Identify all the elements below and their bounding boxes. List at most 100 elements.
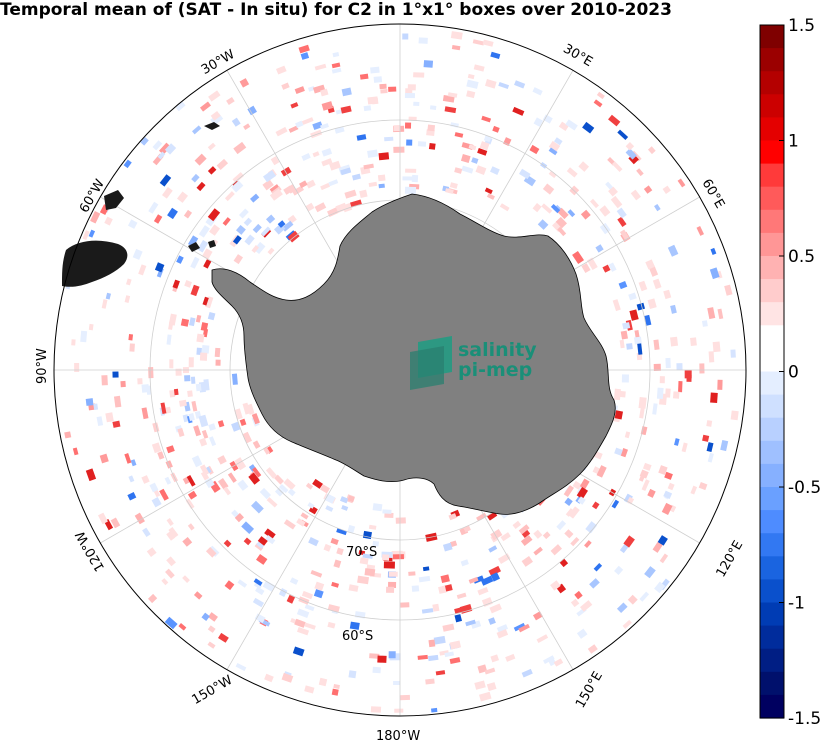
anomaly-box [599,205,611,217]
anomaly-box [201,345,210,354]
anomaly-box [568,506,580,519]
anomaly-box [176,255,184,264]
anomaly-box [141,475,150,484]
anomaly-box [449,540,458,548]
anomaly-box [532,87,543,96]
anomaly-box [321,101,334,111]
anomaly-box [590,198,599,209]
anomaly-box [405,168,417,173]
anomaly-box [277,220,286,228]
anomaly-box [292,646,305,657]
anomaly-box [617,216,627,227]
anomaly-box [239,78,250,88]
anomaly-box [589,578,600,589]
anomaly-box [120,380,126,388]
anomaly-box [710,392,718,403]
anomaly-box [413,72,425,78]
anomaly-box [477,147,488,156]
anomaly-box [483,135,492,143]
colorbar-segment [760,25,784,49]
anomaly-box [639,406,645,419]
latitude-labels: 70°S 60°S [342,545,377,644]
anomaly-box [627,594,638,605]
anomaly-box [393,146,405,153]
anomaly-box [253,241,266,255]
anomaly-box [475,165,487,175]
anomaly-box [347,495,355,503]
anomaly-box [157,451,165,460]
anomaly-box [214,347,221,358]
anomaly-box [197,239,209,253]
anomaly-box [702,434,710,442]
anomaly-box [625,142,635,151]
anomaly-box [105,412,114,423]
anomaly-box [456,592,467,600]
anomaly-box [372,540,380,547]
anomaly-box [72,447,79,456]
anomaly-box [402,176,413,181]
anomaly-box [532,203,542,213]
anomaly-box [473,64,485,72]
anomaly-box [580,209,591,220]
anomaly-box [215,359,221,366]
anomaly-box [617,129,629,140]
anomaly-box [209,224,221,236]
anomaly-box [659,553,669,564]
anomaly-box [88,229,96,238]
anomaly-box [341,505,349,511]
anomaly-box [93,403,99,410]
anomaly-box [505,653,516,662]
anomaly-box [529,144,540,155]
anomaly-box [572,480,582,490]
anomaly-box [148,367,154,379]
anomaly-box [488,565,502,577]
anomaly-box [208,423,216,431]
colorbar-segment [760,302,784,326]
anomaly-box [200,322,209,332]
anomaly-box [480,575,494,586]
anomaly-box [254,613,266,624]
anomaly-box [312,151,320,158]
anomaly-box [514,80,526,89]
anomaly-box [690,337,697,347]
anomaly-box [191,173,200,183]
anomaly-box [243,217,253,227]
colorbar-segment [760,348,784,373]
anomaly-box [201,429,209,439]
anomaly-box [564,497,573,506]
anomaly-box [395,517,406,524]
anomaly-box [388,86,397,92]
anomaly-box [444,106,457,114]
anomaly-box [489,603,502,614]
anomaly-box [657,535,668,546]
anomaly-box [498,82,510,90]
anomaly-box [207,641,216,649]
colorbar-ticks: 1.5 1 0.5 0 -0.5 -1 -1.5 [779,16,821,729]
anomaly-box [720,440,729,452]
anomaly-box [490,572,500,582]
anomaly-box [565,119,578,131]
anomaly-box [578,161,590,172]
anomaly-box [256,539,266,549]
anomaly-box [496,629,509,639]
anomaly-box [331,581,339,588]
anomaly-box [112,371,119,378]
anomaly-box [182,414,190,423]
anomaly-box [286,594,296,604]
anomaly-box [333,683,340,690]
anomaly-box [413,101,420,106]
anomaly-box [344,189,357,199]
colorbar-segment [760,256,784,280]
anomaly-box [563,485,574,498]
anomaly-box [490,529,503,541]
colorbar-segment [760,602,784,627]
anomaly-box [318,677,328,687]
anomaly-box [622,322,631,330]
anomaly-box [647,298,657,309]
anomaly-box [301,153,311,161]
anomaly-box [289,577,299,585]
anomaly-box [179,399,187,407]
anomaly-box [661,502,673,515]
anomaly-box [231,180,244,193]
anomaly-box [331,67,342,74]
